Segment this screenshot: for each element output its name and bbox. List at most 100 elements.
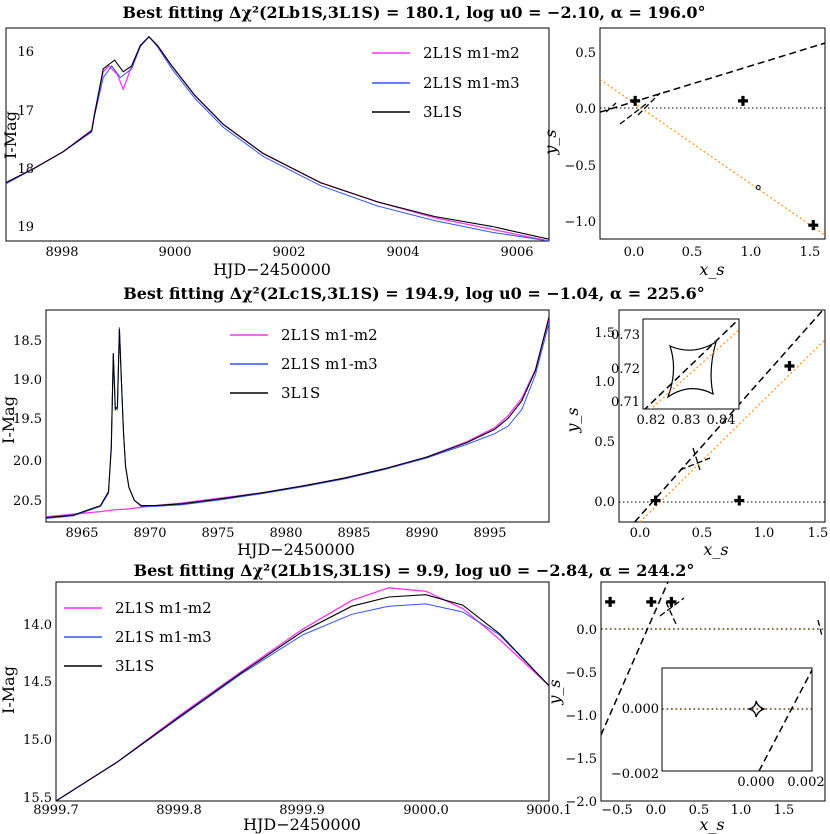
title-row3: Best fitting Δχ²(2Lb1S,3L1S) = 9.9, log … [134, 561, 695, 580]
lc1-xtick-9002: 9002 [272, 245, 305, 260]
lc1-ytick-17: 17 [17, 104, 34, 119]
cau2-inset-trajectory [644, 319, 739, 409]
lc2-series-3l1s [46, 316, 549, 519]
cau2-xtick-1: 1.0 [754, 526, 775, 541]
lc1-legend: 2L1S m1-m2 2L1S m1-m3 3L1S [372, 44, 520, 121]
cau2-inset-ytick-072: 0.72 [611, 362, 640, 377]
cau1-ytick-m1: −1.0 [564, 215, 596, 230]
title-row2: Best fitting Δχ²(2Lc1S,3L1S) = 194.9, lo… [123, 284, 705, 303]
lc1-xtick-8998: 8998 [45, 245, 78, 260]
cau1-ytick-m05: −0.5 [564, 159, 596, 174]
cau3-inset-ticks: 0.000 0.002 0.000 −0.002 [611, 702, 825, 790]
lens-marker-3 [784, 360, 795, 371]
cau3-xtick-05: 0.5 [689, 803, 710, 818]
lc2-ytick-190: 19.0 [13, 373, 42, 388]
lc3-legend: 2L1S m1-m2 2L1S m1-m3 3L1S [64, 599, 212, 675]
cau3-xtick-0: 0.0 [646, 803, 667, 818]
cau2-xtick-0: 0.0 [630, 526, 651, 541]
cau1-binary-axis [600, 78, 825, 236]
lc1-ticks: 8998 9000 9002 9004 9006 16 17 18 19 [17, 45, 533, 260]
cau2-ytick-1: 1.0 [594, 375, 615, 390]
lc3-legend-label-m1m3: 2L1S m1-m3 [115, 628, 212, 646]
cau3-ticks: −0.5 0.0 0.5 1.0 1.5 0.0 −0.5 −1.0 −1.5 … [565, 623, 794, 818]
lc2-xtick-8980: 8980 [269, 526, 302, 541]
cau2-ticks: 0.0 0.5 1.0 1.5 0.0 0.5 1.0 1.5 [594, 326, 828, 541]
lc3-ytick-150: 15.0 [23, 733, 52, 748]
cau1-ticks: 0.0 0.5 1.0 1.5 0.5 0.0 −0.5 −1.0 [564, 46, 820, 260]
cau2-inset-ytick-073: 0.73 [611, 328, 640, 343]
lens-marker-3 [808, 220, 819, 231]
lc1-series-2l1s-m1m3 [6, 36, 549, 241]
lc3-series-3l1s [56, 594, 549, 801]
lc2-ytick-185: 18.5 [13, 334, 42, 349]
cau3-xtick-15: 1.5 [774, 803, 795, 818]
cau3-inset-ytick-0: 0.000 [622, 702, 659, 717]
lc3-ytick-145: 14.5 [23, 675, 52, 690]
lc3-xtick-89998: 8999.8 [156, 803, 202, 818]
lc2-legend: 2L1S m1-m2 2L1S m1-m3 3L1S [230, 326, 378, 402]
lc3-xtick-89997: 8999.7 [33, 803, 79, 818]
cau1-ylabel: y_s [541, 129, 560, 155]
lc1-series-2l1s-m1m2 [6, 35, 549, 241]
cau3-inset-xtick-0: 0.000 [737, 775, 774, 790]
lc2-legend-label-m1m2: 2L1S m1-m2 [281, 326, 378, 344]
lc3-xtick-89999: 8999.9 [279, 803, 325, 818]
lens-marker-1 [650, 495, 661, 506]
lc3-xtick-90001: 9000.1 [526, 803, 572, 818]
cau3-source-trajectory [601, 582, 669, 736]
title-row1: Best fitting Δχ²(2Lb1S,3L1S) = 180.1, lo… [122, 3, 705, 22]
cau2-xlabel: x_s [703, 540, 728, 559]
cau2-inset-ytick-071: 0.71 [611, 395, 640, 410]
cau2-ytick-05: 0.5 [594, 435, 615, 450]
lc2-xtick-8970: 8970 [133, 526, 166, 541]
lc2-xtick-8990: 8990 [405, 526, 438, 541]
cau2-ylabel: y_s [563, 407, 582, 433]
cau3-inset-trajectory [758, 669, 813, 772]
cau2-source-trajectory [634, 310, 824, 522]
lens-marker-1 [605, 596, 616, 607]
cau3-inset-frame [661, 667, 813, 772]
lc2-xtick-8995: 8995 [473, 526, 506, 541]
lc3-ylabel: I-Mag [0, 666, 18, 714]
lc2-ytick-200: 20.0 [13, 454, 42, 469]
lc3-axes-frame [55, 581, 550, 802]
lc2-xlabel: HJD−2450000 [237, 540, 355, 559]
lc1-ytick-16: 16 [17, 45, 34, 60]
lc2-ylabel: I-Mag [0, 396, 18, 444]
lc3-series-2l1s-m1m3 [56, 603, 549, 801]
lc3-legend-label-m1m2: 2L1S m1-m2 [115, 599, 212, 617]
lc2-xtick-8985: 8985 [337, 526, 370, 541]
cau3-xtick-m05: −0.5 [601, 803, 633, 818]
lc2-legend-label-3l1s: 3L1S [281, 384, 320, 402]
cau2-lenses [650, 360, 795, 506]
lens-marker-1 [630, 95, 641, 106]
cau1-axes-frame [599, 27, 826, 240]
cau1-ytick-05: 0.5 [575, 46, 596, 61]
cau3-ytick-0: 0.0 [576, 623, 597, 638]
lc2-series-2l1s-m1m3 [46, 322, 549, 519]
cau2-binary-axis [639, 339, 825, 522]
lc2-ytick-205: 20.5 [13, 494, 42, 509]
cau3-inset-content [662, 669, 813, 772]
cau3-xlabel: x_s [699, 815, 724, 834]
cau2-inset-xtick-082: 0.82 [637, 413, 666, 428]
cau1-xlabel: x_s [699, 260, 724, 279]
lc2-ticks: 8965 8970 8975 8980 8985 8990 8995 18.5 … [13, 334, 507, 541]
cau3-inset-ytick-m0002: −0.002 [611, 767, 659, 782]
lc2-xtick-8975: 8975 [201, 526, 234, 541]
cau3-inset-caustic [746, 700, 767, 718]
cau3-axes-frame [600, 581, 826, 802]
cau3-ytick-m05: −0.5 [565, 666, 597, 681]
cau2-inset-ticks: 0.82 0.83 0.84 0.73 0.72 0.71 [611, 328, 735, 428]
cau1-xtick-05: 0.5 [682, 245, 703, 260]
cau1-trajectory-arrows [605, 92, 661, 125]
cau2-ytick-15: 1.5 [594, 326, 615, 341]
lc2-axes-frame [45, 309, 550, 523]
lc3-legend-label-3l1s: 3L1S [115, 657, 154, 675]
cau3-ylabel: y_s [545, 679, 564, 705]
lc1-xtick-9004: 9004 [386, 245, 419, 260]
lc1-axes-frame [5, 27, 550, 242]
lc1-legend-label-3l1s: 3L1S [423, 103, 462, 121]
cau1-xtick-1: 1.0 [741, 245, 762, 260]
